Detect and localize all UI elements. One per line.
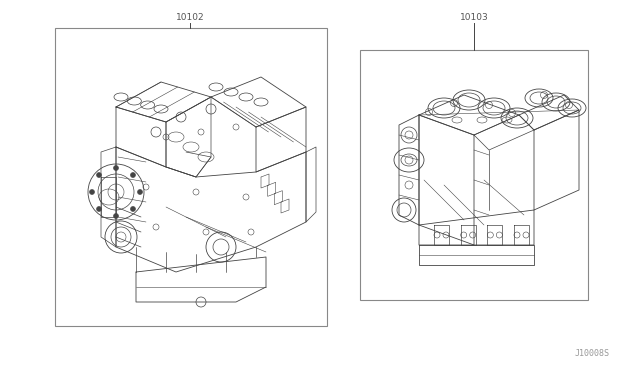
Circle shape: [131, 206, 136, 211]
Circle shape: [90, 189, 95, 195]
Circle shape: [113, 166, 118, 170]
Text: J10008S: J10008S: [575, 349, 610, 358]
Text: 10103: 10103: [460, 13, 488, 22]
Bar: [55, 28, 327, 326]
Circle shape: [113, 214, 118, 218]
Text: 10102: 10102: [176, 13, 204, 22]
Circle shape: [138, 189, 143, 195]
Circle shape: [131, 173, 136, 177]
Bar: [360, 50, 588, 300]
Circle shape: [97, 173, 102, 177]
Circle shape: [97, 206, 102, 211]
